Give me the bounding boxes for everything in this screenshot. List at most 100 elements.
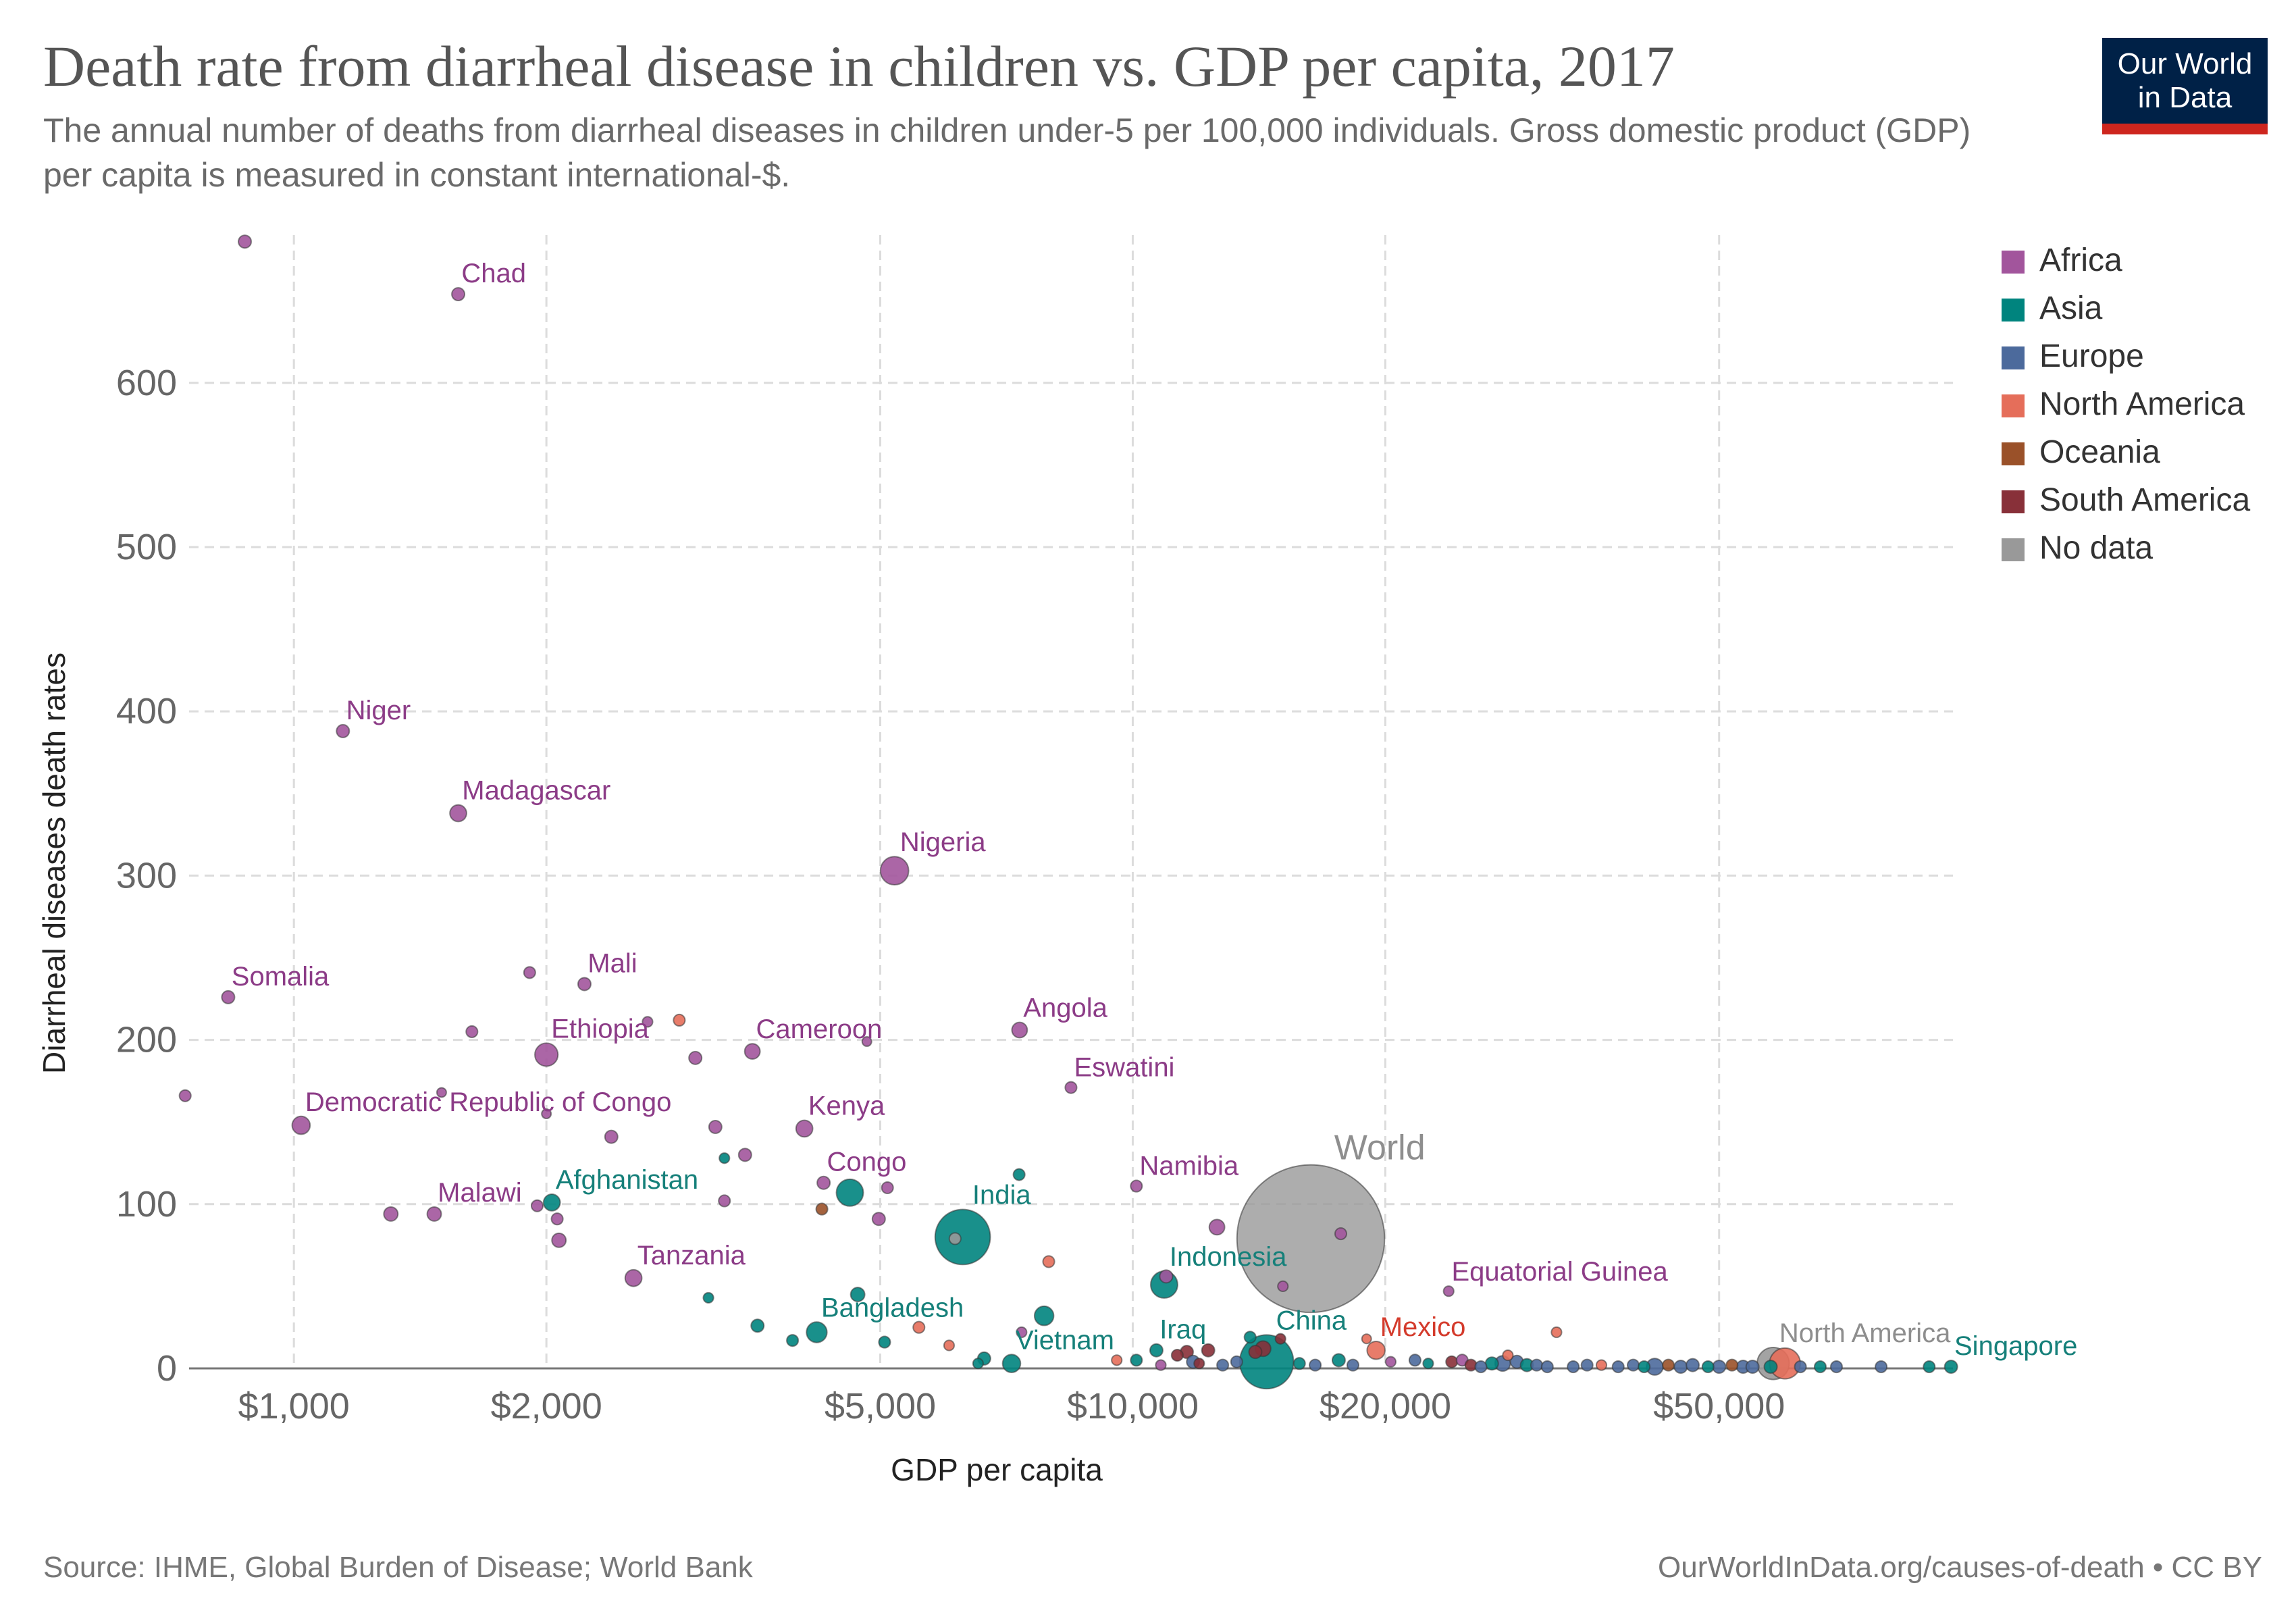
- data-point[interactable]: [1627, 1358, 1640, 1372]
- data-point[interactable]: [881, 1181, 894, 1195]
- data-point[interactable]: [542, 1193, 561, 1212]
- data-point[interactable]: [1361, 1333, 1372, 1345]
- data-point[interactable]: [972, 1358, 984, 1370]
- legend-item[interactable]: No data: [2002, 524, 2250, 572]
- data-point[interactable]: [1201, 1343, 1216, 1358]
- data-point[interactable]: [948, 1232, 962, 1245]
- data-point[interactable]: [1445, 1355, 1459, 1368]
- data-point[interactable]: [1474, 1360, 1488, 1374]
- data-point[interactable]: [1193, 1358, 1205, 1370]
- data-point[interactable]: [1540, 1360, 1554, 1374]
- legend-item[interactable]: Africa: [2002, 236, 2250, 284]
- data-point[interactable]: [1580, 1358, 1594, 1372]
- data-point[interactable]: [1712, 1360, 1727, 1374]
- data-point[interactable]: [1530, 1358, 1544, 1372]
- data-point[interactable]: [879, 856, 910, 886]
- data-point[interactable]: [1662, 1358, 1675, 1372]
- data-point[interactable]: [1277, 1280, 1289, 1293]
- legend-item[interactable]: Oceania: [2002, 428, 2250, 476]
- data-point[interactable]: [861, 1036, 872, 1048]
- data-point[interactable]: [806, 1321, 828, 1343]
- data-point[interactable]: [1595, 1359, 1608, 1371]
- data-point[interactable]: [1243, 1331, 1257, 1344]
- data-point[interactable]: [1170, 1348, 1184, 1362]
- data-point[interactable]: [912, 1320, 926, 1334]
- data-point[interactable]: [1236, 1164, 1386, 1314]
- data-point[interactable]: [1012, 1168, 1026, 1181]
- data-point[interactable]: [673, 1013, 686, 1027]
- data-point[interactable]: [1701, 1360, 1715, 1374]
- data-point[interactable]: [750, 1318, 765, 1333]
- data-point[interactable]: [1130, 1179, 1143, 1193]
- data-point[interactable]: [1673, 1360, 1688, 1374]
- data-point[interactable]: [737, 1148, 752, 1162]
- data-point[interactable]: [1484, 1356, 1499, 1371]
- data-point[interactable]: [1745, 1360, 1760, 1374]
- data-point[interactable]: [523, 966, 536, 979]
- data-point[interactable]: [1064, 1081, 1078, 1094]
- data-point[interactable]: [1011, 1021, 1028, 1039]
- data-points[interactable]: [178, 234, 1958, 1390]
- data-point[interactable]: [743, 1043, 761, 1060]
- data-point[interactable]: [815, 1202, 829, 1216]
- data-point[interactable]: [1725, 1358, 1739, 1372]
- data-point[interactable]: [1042, 1255, 1055, 1268]
- data-point[interactable]: [878, 1335, 891, 1349]
- data-point[interactable]: [795, 1119, 814, 1138]
- data-point[interactable]: [530, 1199, 544, 1212]
- data-point[interactable]: [238, 234, 253, 249]
- data-point[interactable]: [436, 1087, 447, 1098]
- legend-item[interactable]: Europe: [2002, 332, 2250, 380]
- data-point[interactable]: [1309, 1358, 1322, 1372]
- data-point[interactable]: [1159, 1269, 1174, 1284]
- data-point[interactable]: [1216, 1358, 1230, 1372]
- data-point[interactable]: [1331, 1353, 1346, 1368]
- data-point[interactable]: [1923, 1360, 1936, 1374]
- data-point[interactable]: [816, 1175, 831, 1190]
- data-point[interactable]: [719, 1152, 731, 1164]
- data-point[interactable]: [1442, 1285, 1455, 1297]
- owid-logo[interactable]: Our World in Data: [2102, 38, 2268, 134]
- data-point[interactable]: [178, 1089, 192, 1102]
- data-point[interactable]: [221, 989, 236, 1004]
- data-point[interactable]: [1155, 1359, 1167, 1371]
- legend-item[interactable]: South America: [2002, 476, 2250, 524]
- legend-item[interactable]: North America: [2002, 380, 2250, 428]
- data-point[interactable]: [718, 1194, 731, 1208]
- data-point[interactable]: [1829, 1360, 1844, 1374]
- data-point[interactable]: [534, 1042, 559, 1067]
- data-point[interactable]: [426, 1206, 442, 1222]
- data-point[interactable]: [708, 1120, 723, 1135]
- data-point[interactable]: [624, 1268, 643, 1287]
- data-point[interactable]: [850, 1287, 866, 1303]
- data-point[interactable]: [871, 1212, 886, 1227]
- data-point[interactable]: [786, 1334, 800, 1347]
- data-point[interactable]: [1422, 1358, 1434, 1370]
- data-point[interactable]: [1611, 1360, 1625, 1374]
- data-point[interactable]: [1794, 1360, 1807, 1374]
- data-point[interactable]: [1230, 1355, 1243, 1368]
- data-point[interactable]: [1001, 1354, 1022, 1374]
- data-point[interactable]: [1550, 1326, 1563, 1339]
- data-point[interactable]: [1384, 1356, 1397, 1368]
- data-point[interactable]: [1016, 1326, 1028, 1339]
- data-point[interactable]: [1366, 1340, 1386, 1360]
- data-point[interactable]: [1334, 1227, 1348, 1241]
- data-point[interactable]: [1149, 1343, 1164, 1358]
- data-point[interactable]: [1130, 1354, 1143, 1367]
- data-point[interactable]: [1763, 1360, 1778, 1374]
- data-point[interactable]: [943, 1339, 956, 1352]
- data-point[interactable]: [1875, 1360, 1888, 1374]
- data-point[interactable]: [383, 1206, 399, 1222]
- data-point[interactable]: [577, 977, 592, 992]
- data-point[interactable]: [451, 287, 466, 302]
- data-point[interactable]: [1502, 1349, 1514, 1362]
- data-point[interactable]: [1248, 1345, 1263, 1360]
- data-point[interactable]: [1208, 1218, 1226, 1236]
- data-point[interactable]: [291, 1115, 311, 1135]
- data-point[interactable]: [1111, 1354, 1123, 1366]
- data-point[interactable]: [1346, 1358, 1360, 1372]
- data-point[interactable]: [1638, 1360, 1651, 1374]
- data-point[interactable]: [835, 1178, 864, 1207]
